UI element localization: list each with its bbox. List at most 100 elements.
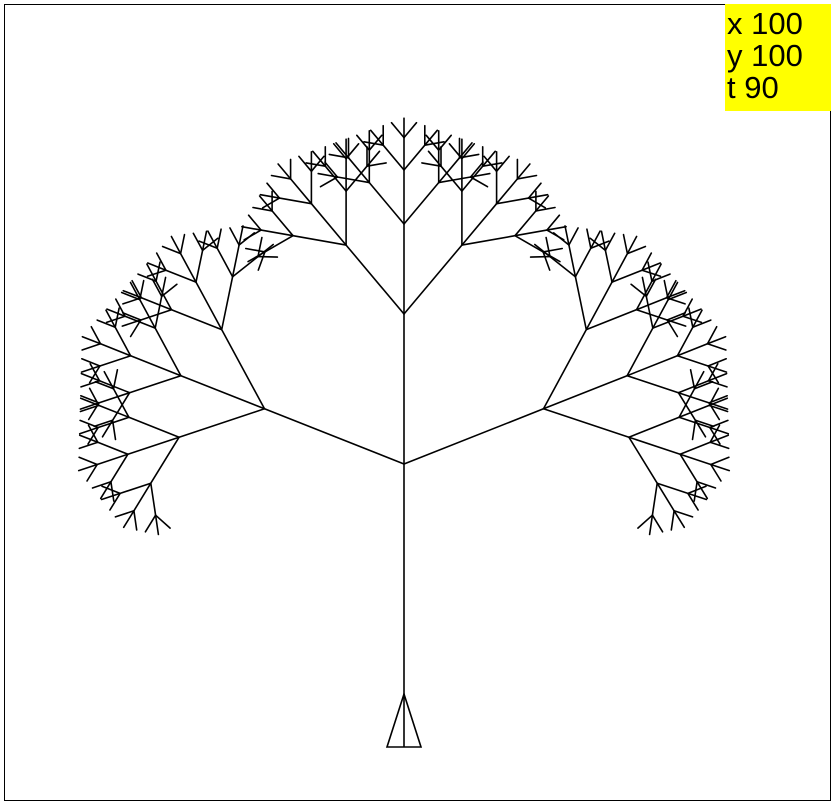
tree-branch	[626, 374, 680, 394]
tree-branch	[140, 296, 173, 311]
tree-branch	[91, 480, 112, 489]
tree-branch	[109, 492, 121, 511]
tree-branch	[641, 252, 653, 272]
tree-branch	[98, 391, 131, 404]
tree-branch	[154, 327, 182, 377]
tree-branch	[133, 482, 152, 512]
tree-branch	[542, 374, 628, 410]
tree-branch	[691, 309, 703, 329]
tree-branch	[192, 232, 204, 252]
tree-branch	[81, 342, 102, 351]
tree-branch	[170, 308, 223, 331]
y-coordinate-readout: y 100	[727, 38, 803, 73]
tree-branch	[178, 407, 266, 439]
tree-branch	[611, 252, 629, 283]
tree-branch	[252, 206, 273, 212]
tree-branch	[708, 426, 730, 435]
tree-branch	[651, 482, 659, 517]
tree-branch	[317, 172, 339, 178]
tree-branch	[676, 354, 709, 367]
tree-branch	[97, 441, 129, 456]
tree-branch	[568, 227, 579, 246]
tree-branch	[106, 308, 126, 318]
tree-branch	[129, 354, 182, 377]
tree-branch	[198, 240, 218, 249]
tree-branch	[336, 176, 371, 184]
tree-branch	[160, 283, 178, 298]
tree-branch	[99, 354, 132, 367]
tree-branch	[105, 309, 116, 329]
tree-branch	[628, 416, 680, 439]
tree-branch	[589, 230, 601, 249]
tree-branch	[546, 225, 567, 231]
tree-branch	[89, 362, 101, 382]
tree-branch	[114, 509, 135, 518]
tree-branch	[150, 482, 157, 517]
tree-branch	[666, 311, 687, 321]
tree-branch	[105, 315, 126, 324]
tree-branch	[368, 134, 383, 151]
tree-branch	[403, 144, 426, 171]
tree-branch	[437, 176, 472, 184]
tree-branch	[549, 255, 577, 278]
tree-branch	[231, 255, 259, 278]
tree-branch	[403, 121, 418, 139]
tree-branch	[574, 247, 592, 278]
tree-branch	[663, 279, 670, 301]
tree-branch	[696, 480, 717, 489]
tree-branch	[495, 197, 530, 205]
tree-branch	[708, 426, 721, 445]
tree-branch	[708, 419, 729, 429]
tree-branch	[693, 370, 705, 390]
tree-branch	[673, 509, 686, 529]
tree-branch	[667, 291, 688, 301]
tree-branch	[86, 463, 98, 482]
tree-branch	[98, 379, 131, 394]
tree-branch	[628, 436, 659, 485]
tree-branch	[161, 245, 182, 255]
tree-branch	[122, 509, 135, 529]
tree-branch	[641, 269, 662, 278]
tree-branch	[527, 197, 547, 209]
tree-branch	[94, 380, 115, 390]
tree-branch	[310, 202, 347, 246]
tree-branch	[585, 281, 613, 331]
tree-branch	[469, 161, 484, 178]
tree-branch	[437, 157, 461, 184]
tree-branch	[676, 326, 694, 357]
tree-branch	[696, 480, 709, 500]
tree-branch	[220, 328, 266, 410]
tree-branch	[80, 372, 101, 382]
tree-branch	[637, 514, 654, 529]
tree-branch	[423, 141, 445, 146]
tree-branch	[154, 295, 163, 329]
tree-branch	[645, 278, 657, 298]
tree-branch	[99, 480, 112, 500]
tree-branch	[319, 176, 339, 188]
tree-branch	[266, 182, 281, 199]
tree-branch	[495, 178, 519, 205]
tree-branch	[80, 365, 101, 373]
heading-readout: t 90	[727, 70, 779, 105]
tree-branch	[709, 463, 722, 482]
tree-branch	[694, 419, 715, 428]
tree-branch	[691, 419, 697, 441]
tree-branch	[626, 354, 679, 377]
tree-branch	[121, 311, 142, 321]
tree-branch	[600, 230, 607, 252]
tree-branch	[201, 237, 219, 252]
tree-branch	[527, 193, 549, 199]
tree-branch	[656, 482, 675, 512]
tree-branch	[679, 441, 712, 456]
tree-branch	[682, 308, 702, 318]
tree-branch	[533, 243, 551, 258]
tree-branch	[656, 482, 689, 495]
tree-branch	[403, 407, 545, 465]
tree-branch	[527, 182, 542, 199]
tree-branch	[667, 281, 679, 301]
tree-branch	[691, 319, 712, 329]
tree-branch	[706, 325, 718, 345]
tree-branch	[552, 232, 570, 246]
tree-branch	[96, 453, 129, 466]
